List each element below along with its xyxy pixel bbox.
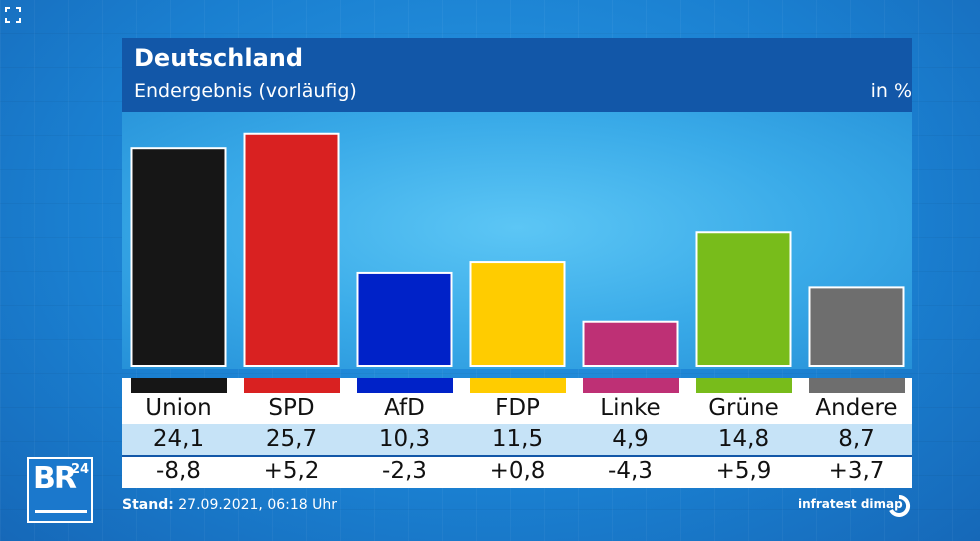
timestamp: Stand: 27.09.2021, 06:18 Uhr (122, 497, 337, 513)
chart-area (122, 112, 912, 369)
chart-title: Deutschland (134, 44, 304, 72)
party-name: Andere (815, 395, 898, 421)
party-name: Union (145, 395, 212, 421)
bar-grüne (695, 231, 792, 368)
bar-spd (243, 132, 340, 367)
party-name: FDP (495, 395, 540, 421)
br-logo-text: BR (33, 461, 77, 496)
change-row: -8,8 +5,2 -2,3 +0,8 -4,3 +5,9 +3,7 (122, 455, 912, 488)
color-strip-union (130, 378, 227, 393)
color-strip-grüne (695, 378, 792, 393)
source-label: infratest dimap (798, 497, 903, 511)
party-name: AfD (384, 395, 425, 421)
change-value: +5,2 (263, 458, 320, 484)
chart-subtitle: Endergebnis (vorläufig) (134, 80, 357, 102)
color-strip-linke (582, 378, 679, 393)
percent-value: 24,1 (152, 426, 205, 452)
bar-union (130, 147, 227, 367)
color-strip-afd (356, 378, 453, 393)
percent-value: 4,9 (612, 426, 649, 452)
br-logo-number: 24 (71, 462, 90, 477)
party-name: SPD (268, 395, 315, 421)
percent-row: 24,1 25,7 10,3 11,5 4,9 14,8 8,7 (122, 424, 912, 455)
unit-label: in % (870, 80, 912, 102)
change-value: +0,8 (489, 458, 546, 484)
br-logo-bar (35, 510, 87, 513)
infratest-logo-icon (889, 494, 911, 517)
change-value: -2,3 (382, 458, 427, 484)
color-strip-row (122, 378, 912, 393)
stand-label: Stand: (122, 497, 174, 513)
fullscreen-icon[interactable] (4, 6, 22, 24)
br24-logo: BR 24 (27, 457, 93, 523)
stand-value: 27.09.2021, 06:18 Uhr (178, 497, 337, 513)
percent-value: 10,3 (378, 426, 431, 452)
percent-value: 25,7 (265, 426, 318, 452)
bar-andere (808, 286, 905, 367)
bar-fdp (469, 261, 566, 368)
chart-header: Deutschland Endergebnis (vorläufig) in % (122, 38, 912, 112)
party-name: Grüne (708, 395, 779, 421)
percent-value: 8,7 (838, 426, 875, 452)
color-strip-andere (808, 378, 905, 393)
change-value: -4,3 (608, 458, 653, 484)
change-value: -8,8 (156, 458, 201, 484)
change-value: +3,7 (828, 458, 885, 484)
bar-linke (582, 320, 679, 368)
bar-afd (356, 271, 453, 367)
percent-value: 14,8 (717, 426, 770, 452)
bar-chart (130, 132, 905, 368)
change-value: +5,9 (715, 458, 772, 484)
color-strip-spd (243, 378, 340, 393)
party-name-row: Union SPD AfD FDP Linke Grüne Andere (122, 393, 912, 424)
color-strip-fdp (469, 378, 566, 393)
percent-value: 11,5 (491, 426, 544, 452)
party-name: Linke (600, 395, 661, 421)
results-table: Union SPD AfD FDP Linke Grüne Andere 24,1 25,7 1… (122, 378, 912, 488)
